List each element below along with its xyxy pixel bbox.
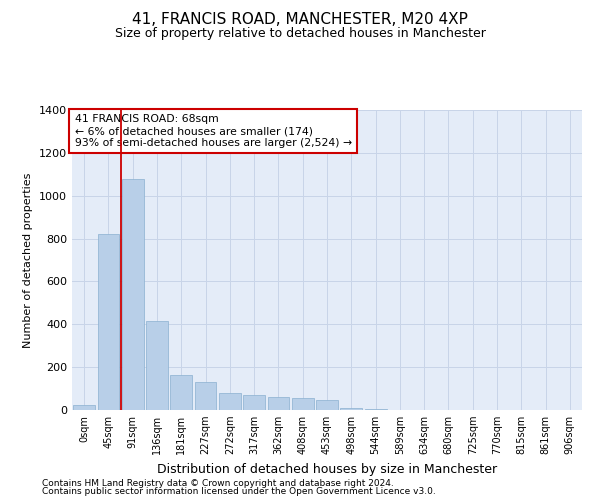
Text: Contains HM Land Registry data © Crown copyright and database right 2024.: Contains HM Land Registry data © Crown c…	[42, 478, 394, 488]
Text: Size of property relative to detached houses in Manchester: Size of property relative to detached ho…	[115, 28, 485, 40]
Bar	[146, 321, 168, 410]
Bar	[122, 178, 143, 410]
Bar	[268, 397, 289, 410]
Text: 41, FRANCIS ROAD, MANCHESTER, M20 4XP: 41, FRANCIS ROAD, MANCHESTER, M20 4XP	[132, 12, 468, 28]
Y-axis label: Number of detached properties: Number of detached properties	[23, 172, 34, 348]
Bar	[97, 234, 119, 410]
Bar	[170, 374, 192, 410]
Bar	[340, 408, 362, 410]
Bar	[365, 409, 386, 410]
Bar	[219, 393, 241, 410]
Text: Contains public sector information licensed under the Open Government Licence v3: Contains public sector information licen…	[42, 487, 436, 496]
Bar	[292, 398, 314, 410]
Bar	[73, 404, 95, 410]
Bar	[316, 400, 338, 410]
Text: 41 FRANCIS ROAD: 68sqm
← 6% of detached houses are smaller (174)
93% of semi-det: 41 FRANCIS ROAD: 68sqm ← 6% of detached …	[74, 114, 352, 148]
X-axis label: Distribution of detached houses by size in Manchester: Distribution of detached houses by size …	[157, 462, 497, 475]
Bar	[243, 395, 265, 410]
Bar	[194, 382, 217, 410]
